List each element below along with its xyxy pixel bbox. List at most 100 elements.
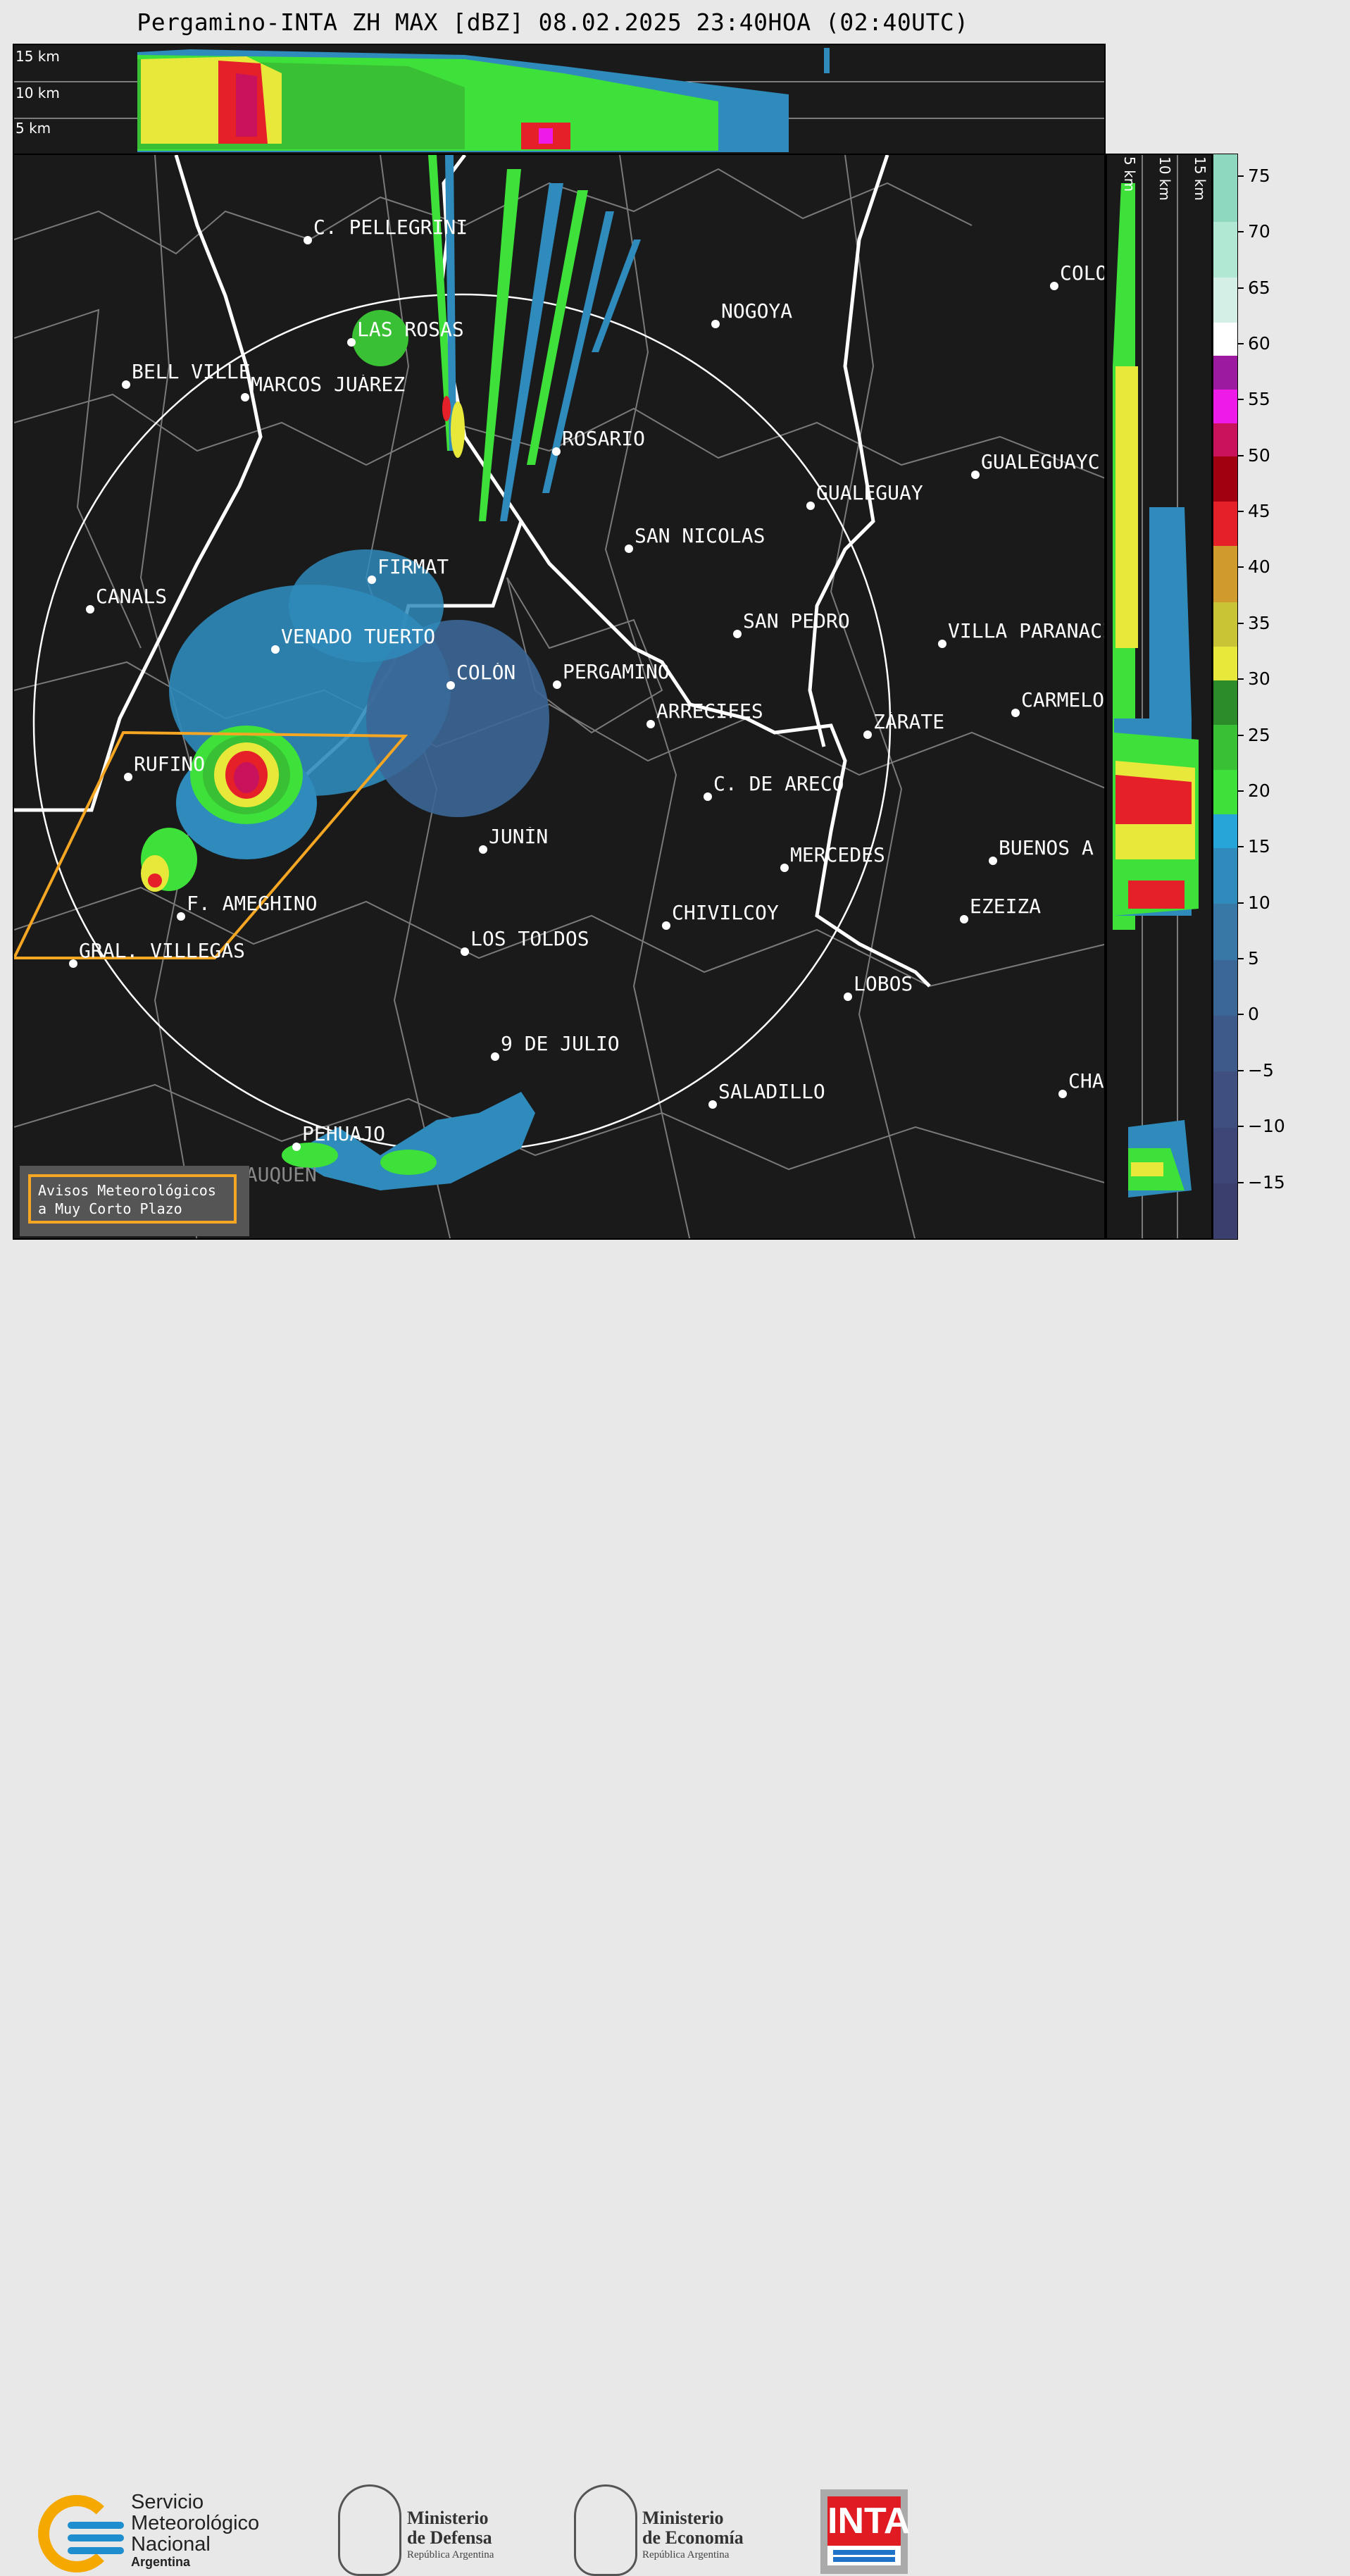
city-marker-icon — [446, 681, 455, 690]
city-marker-icon — [806, 502, 815, 510]
city-marker-icon — [177, 912, 185, 921]
city-label: SAN PEDRO — [743, 611, 850, 631]
colorbar-tick-label: 10 — [1248, 892, 1270, 913]
colorbar-segment — [1213, 355, 1237, 390]
colorbar-segment — [1213, 680, 1237, 726]
city-label: ROSARIO — [562, 429, 646, 449]
colorbar-segment — [1213, 646, 1237, 680]
city-label: VILLA PARANACI — [948, 621, 1104, 641]
colorbar-tick-label: 50 — [1248, 444, 1270, 466]
colorbar-segment — [1213, 602, 1237, 647]
city-label: ZÁRATE — [873, 712, 945, 732]
colorbar-tick-label: 0 — [1248, 1004, 1259, 1025]
colorbar-tick-label: 35 — [1248, 612, 1270, 633]
warning-legend-frame: Avisos Meteorológicos a Muy Corto Plazo — [28, 1174, 237, 1224]
warning-polygon — [14, 730, 408, 959]
side-height-label-5km: 5 km — [1121, 156, 1138, 192]
economia-text-2: de Economía — [642, 2527, 744, 2548]
city-marker-icon — [733, 630, 742, 638]
colorbar-segment — [1213, 1015, 1237, 1072]
colorbar-tick — [1238, 846, 1244, 848]
city-label: FIRMAT — [377, 557, 449, 577]
colorbar-tick — [1238, 287, 1244, 289]
city-label: JUNÍN — [489, 827, 549, 847]
city-marker-icon — [1050, 282, 1058, 290]
city-marker-icon — [271, 645, 280, 654]
colorbar-tick — [1238, 1126, 1244, 1128]
defensa-text-1: Ministerio — [407, 2508, 489, 2528]
colorbar-tick — [1238, 566, 1244, 568]
colorbar-tick-label: 5 — [1248, 948, 1259, 969]
colorbar-segment — [1213, 769, 1237, 815]
city-marker-icon — [704, 792, 712, 801]
smn-text-3: Nacional — [131, 2533, 211, 2556]
smn-text-1: Servicio — [131, 2491, 204, 2513]
city-marker-icon — [1011, 709, 1020, 717]
city-marker-icon — [844, 993, 852, 1001]
colorbar-tick — [1238, 678, 1244, 680]
colorbar-tick — [1238, 1014, 1244, 1016]
colorbar-tick — [1238, 1181, 1244, 1183]
economia-text-1: Ministerio — [642, 2508, 724, 2528]
city-marker-icon — [491, 1052, 499, 1061]
city-label: PEHUAJO — [302, 1124, 386, 1144]
city-label: MERCEDES — [790, 845, 885, 865]
colorbar-tick-label: −5 — [1248, 1059, 1274, 1081]
city-label: BELL VILLE — [132, 362, 251, 382]
city-marker-icon — [69, 959, 77, 968]
colorbar-tick-label: 65 — [1248, 277, 1270, 298]
city-marker-icon — [124, 773, 132, 781]
colorbar-tick-label: 25 — [1248, 724, 1270, 745]
inta-logo: INTA — [820, 2489, 910, 2574]
colorbar-segment — [1213, 724, 1237, 770]
colorbar-tick — [1238, 902, 1244, 904]
city-label: PERGAMINO — [563, 662, 670, 682]
colorbar-tick — [1238, 231, 1244, 233]
city-label: GRAL. VILLEGAS — [79, 941, 246, 961]
smn-logo-icon — [38, 2495, 115, 2572]
map-title: Pergamino-INTA ZH MAX [dBZ] 08.02.2025 2… — [137, 8, 969, 36]
inta-logo-text: INTA — [827, 2496, 910, 2546]
smn-text-4: Argentina — [131, 2555, 191, 2569]
city-label: CHIVILCOY — [672, 903, 779, 923]
city-label: C. PELLEGRINI — [313, 218, 468, 237]
warning-legend-line1: Avisos Meteorológicos — [38, 1182, 216, 1199]
city-marker-icon — [552, 447, 561, 456]
city-marker-icon — [292, 1143, 301, 1151]
colorbar-segment — [1213, 814, 1237, 848]
logo-footer: Servicio Meteorológico Nacional Argentin… — [0, 1241, 1350, 2576]
city-label: MARCOS JUÁREZ — [251, 375, 406, 394]
colorbar-segment — [1213, 423, 1237, 457]
side-height-label-15km: 15 km — [1192, 156, 1208, 201]
city-marker-icon — [938, 640, 946, 648]
inta-stripe — [833, 2557, 895, 2562]
colorbar-tick-label: 60 — [1248, 332, 1270, 354]
city-label: COLO — [1060, 263, 1104, 283]
city-marker-icon — [461, 947, 469, 956]
city-label: ARRECIFES — [656, 702, 763, 721]
smn-text-2: Meteorológico — [131, 2512, 260, 2534]
city-label: C. DE ARECO — [713, 774, 844, 794]
city-label: VENADO TUERTO — [281, 627, 436, 647]
top-height-profile: 15 km 10 km 5 km — [13, 44, 1106, 155]
economia-text-3: República Argentina — [642, 2549, 730, 2561]
smn-wave-icon — [68, 2522, 124, 2529]
radar-map-graphics — [14, 155, 1104, 1238]
colorbar-segment — [1213, 545, 1237, 602]
city-marker-icon — [646, 720, 655, 728]
city-label: SAN NICOLAS — [635, 526, 765, 546]
colorbar-tick — [1238, 342, 1244, 344]
city-marker-icon — [479, 845, 487, 854]
colorbar-tick — [1238, 175, 1244, 177]
height-label-10km: 10 km — [15, 85, 60, 101]
city-label: EZEIZA — [970, 897, 1042, 916]
city-marker-icon — [553, 680, 561, 689]
colorbar-segment — [1213, 322, 1237, 356]
argentina-seal-icon — [574, 2484, 637, 2576]
city-marker-icon — [86, 605, 94, 614]
warning-legend[interactable]: Avisos Meteorológicos a Muy Corto Plazo — [20, 1166, 249, 1236]
city-marker-icon — [368, 575, 376, 584]
colorbar-segment — [1213, 1183, 1237, 1240]
colorbar-segment — [1213, 277, 1237, 323]
colorbar-segment — [1213, 847, 1237, 904]
